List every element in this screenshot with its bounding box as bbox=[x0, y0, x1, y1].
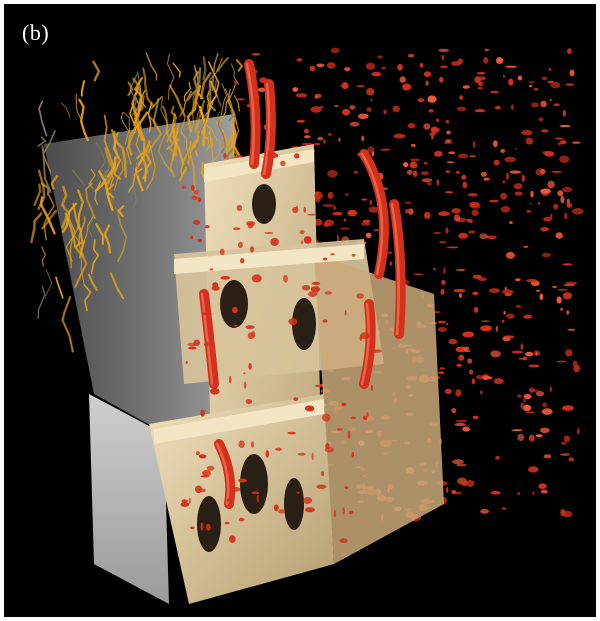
volume-rendering bbox=[30, 47, 584, 604]
red-vessel-foreground bbox=[180, 59, 406, 543]
panel-label: (b) bbox=[22, 20, 50, 45]
translucent-tissue-block bbox=[44, 114, 239, 604]
yellow-vessel-network bbox=[30, 52, 247, 353]
rendering-frame: (b) bbox=[4, 4, 596, 617]
